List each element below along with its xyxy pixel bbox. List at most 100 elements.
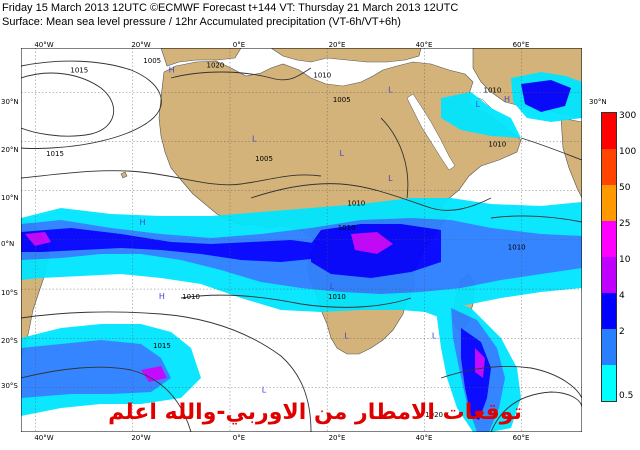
isobar-line (170, 67, 312, 81)
isobar-label: 1005 (255, 155, 273, 163)
lon-label-bottom: 60°E (512, 434, 530, 442)
lon-label-top: 40°E (415, 41, 433, 49)
legend-swatch (602, 113, 616, 149)
isobar-line (250, 183, 492, 211)
lon-label-top: 20°W (131, 41, 151, 49)
isobar-line (380, 117, 409, 199)
legend-label: 10 (619, 255, 631, 265)
low-pressure-marker: L (388, 85, 393, 94)
legend-swatch (602, 185, 616, 221)
isobar-label: 1010 (488, 140, 506, 148)
isobar-labels: 1005 1015 1020 1010 1005 1010 1015 1005 1010 1010… (46, 57, 526, 419)
high-pressure-marker: H (139, 218, 145, 227)
lat-label-left: 20°N (1, 146, 19, 154)
lat-label-left: 30°S (1, 382, 18, 390)
precip-heavy-mozambique (461, 328, 491, 420)
isobar-line (21, 366, 192, 432)
isobar-line (440, 366, 582, 399)
high-pressure-marker: H (504, 95, 510, 104)
low-pressure-marker: L (252, 134, 257, 143)
isobar-label: 1015 (70, 67, 88, 75)
graticule (21, 48, 582, 432)
precip-extreme-3 (475, 348, 485, 378)
high-pressure-marker: H (169, 66, 175, 75)
isobar-line (21, 311, 312, 432)
lon-label-top: 40°W (34, 41, 54, 49)
map-title-line-2: Surface: Mean sea level pressure / 12hr … (2, 16, 401, 28)
isobar-label: 1010 (484, 86, 502, 94)
europe-landmass (270, 48, 422, 63)
legend-label: 0.5 (619, 391, 634, 401)
low-pressure-marker: L (388, 174, 393, 183)
pressure-centers: H L L H L L L H L L L H L (139, 66, 510, 395)
isobar-label: 1010 (508, 244, 526, 252)
forecast-map: 1005 1015 1020 1010 1005 1010 1015 1005 1010 1010… (21, 48, 582, 432)
legend-swatch (602, 257, 616, 293)
legend-label: 300 (619, 111, 637, 121)
low-pressure-marker: L (330, 282, 335, 291)
isobar-label: 1010 (182, 293, 200, 301)
precip-heavy-iran (521, 80, 571, 112)
isobar-label: 1020 (425, 411, 443, 419)
isobar-label: 1005 (143, 57, 161, 65)
lat-label-left: 30°N (1, 98, 19, 106)
precip-south-atlantic-moderate (21, 340, 171, 398)
legend-swatch (602, 365, 616, 401)
high-pressure-marker: H (159, 292, 165, 301)
precip-extreme-1 (25, 232, 51, 246)
precip-extreme-4 (141, 366, 167, 382)
legend-label: 100 (619, 147, 637, 157)
lon-label-bottom: 40°E (415, 434, 433, 442)
red-sea (406, 93, 456, 171)
lon-label-bottom: 20°E (328, 434, 346, 442)
isobar-label: 1015 (46, 150, 64, 158)
legend-label: 2 (619, 327, 625, 337)
lon-label-top: 60°E (512, 41, 530, 49)
isobar-label: 1010 (347, 199, 365, 207)
precipitation-field (21, 72, 582, 432)
lat-label-right: 30°N (589, 98, 607, 106)
lat-label-left: 10°N (1, 194, 19, 202)
lat-label-left: 0°N (1, 240, 15, 248)
isobar-label: 1015 (153, 342, 171, 350)
cape-verde-islands (120, 171, 128, 179)
isobar-line (21, 60, 162, 149)
isobar-label: 1005 (333, 96, 351, 104)
map-title-line-1: Friday 15 March 2013 12UTC ©ECMWF Foreca… (2, 2, 459, 14)
isobar-line (180, 294, 412, 308)
low-pressure-marker: L (432, 331, 437, 340)
lon-label-bottom: 0°E (232, 434, 246, 442)
precip-extreme-2 (351, 232, 393, 254)
isobar-label: 1010 (328, 293, 346, 301)
isobar-label: 1020 (206, 62, 224, 70)
legend-label: 25 (619, 219, 631, 229)
low-pressure-marker: L (344, 331, 349, 340)
precipitation-legend (601, 112, 617, 402)
isobar-line (490, 215, 582, 223)
overlay-caption: توقعات الامطار من الاوربي-والله اعلم (108, 400, 522, 425)
isobar-line (21, 72, 115, 137)
iberia-landmass (160, 48, 242, 67)
legend-swatch (602, 329, 616, 365)
low-pressure-marker: L (476, 100, 481, 109)
lon-label-top: 0°E (232, 41, 246, 49)
isobar-line (490, 391, 582, 432)
legend-swatch (602, 221, 616, 257)
isobar-line (21, 170, 322, 186)
lon-label-bottom: 20°W (131, 434, 151, 442)
india-landmass (560, 117, 582, 199)
lon-label-bottom: 40°W (34, 434, 54, 442)
lat-label-left: 10°S (1, 289, 18, 297)
legend-label: 4 (619, 291, 625, 301)
isobar-label: 1010 (313, 72, 331, 80)
isobar-label: 1010 (338, 224, 356, 232)
precip-heavy-atlantic (21, 228, 321, 262)
lon-label-top: 20°E (328, 41, 346, 49)
legend-swatch (602, 149, 616, 185)
legend-swatch (602, 293, 616, 329)
precip-arabia-light (441, 92, 521, 138)
low-pressure-marker: L (340, 149, 345, 158)
isobar-lines (21, 60, 582, 432)
isobar-line (520, 137, 582, 161)
legend-label: 50 (619, 183, 631, 193)
